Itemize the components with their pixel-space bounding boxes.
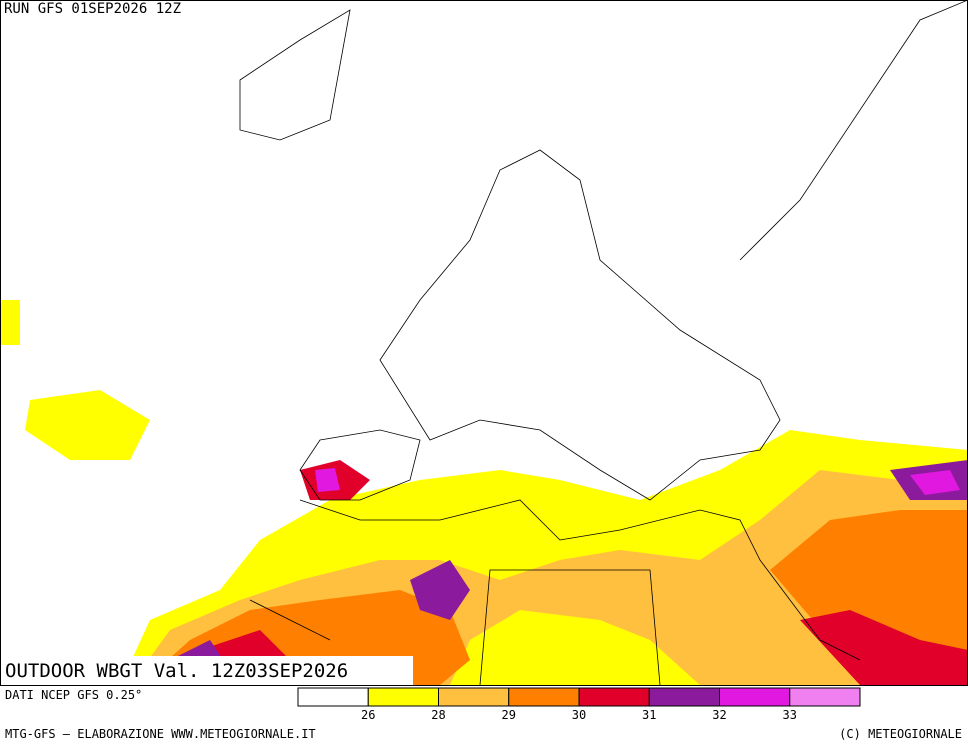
- legend-threshold: 30: [572, 708, 586, 722]
- legend-threshold: 33: [783, 708, 797, 722]
- legend-box: [648, 687, 720, 707]
- legend-box: [508, 687, 580, 707]
- run-label-box: [2, 1, 224, 17]
- field-atlantic: [0, 300, 150, 460]
- europe: [379, 149, 781, 501]
- coastlines: [239, 0, 968, 686]
- iberia: [299, 429, 421, 501]
- legend-threshold: 32: [712, 708, 726, 722]
- greenland: [239, 9, 351, 141]
- source-label: DATI NCEP GFS 0.25°: [5, 688, 142, 702]
- title-box: [1, 656, 413, 685]
- legend-box: [578, 687, 650, 707]
- legend-box: [297, 687, 369, 707]
- borders-east: [739, 0, 968, 261]
- legend-box: [719, 687, 791, 707]
- legend-threshold: 29: [502, 708, 516, 722]
- footer-right: (C) METEOGIORNALE: [839, 727, 962, 741]
- legend-threshold: 31: [642, 708, 656, 722]
- legend: 26 28 29 30 31 32 33: [297, 687, 861, 722]
- legend-box: [438, 687, 510, 707]
- map-title: OUTDOOR WBGT Val. 12Z03SEP2026: [5, 660, 348, 682]
- legend-box: [789, 687, 861, 707]
- borders-africa: [249, 569, 661, 686]
- legend-threshold: 26: [361, 708, 375, 722]
- legend-box: [367, 687, 439, 707]
- legend-threshold: 28: [431, 708, 445, 722]
- footer-left: MTG-GFS — ELABORAZIONE WWW.METEOGIORNALE…: [5, 727, 316, 741]
- north-africa-coast: [299, 499, 861, 661]
- run-label: RUN GFS 01SEP2026 12Z: [4, 1, 181, 17]
